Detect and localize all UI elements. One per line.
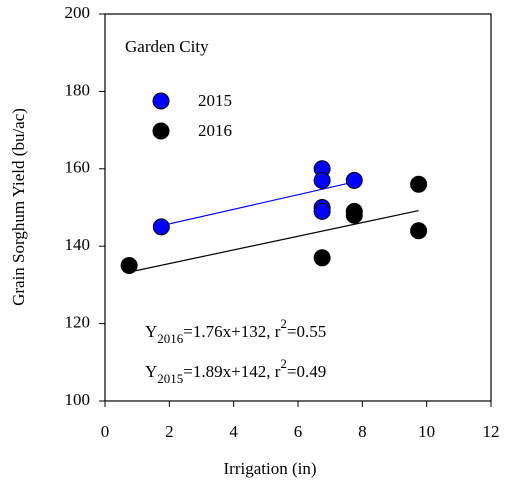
- annotation-part: 2: [280, 356, 287, 371]
- point: [120, 257, 138, 275]
- point: [410, 222, 428, 240]
- y-tick-label: 200: [65, 3, 91, 22]
- point: [345, 171, 363, 189]
- annotation-part: 2015: [157, 371, 183, 386]
- point: [345, 206, 363, 224]
- regression-annotation: Y2016=1.76x+132, r2=0.55: [145, 316, 326, 346]
- y-tick-label: 180: [65, 80, 91, 99]
- x-tick-label: 2: [165, 422, 174, 441]
- point: [313, 171, 331, 189]
- y-tick-label: 140: [65, 235, 91, 254]
- legend-marker: [152, 122, 170, 140]
- x-tick-label: 12: [483, 422, 500, 441]
- legend-label: 2016: [198, 121, 232, 140]
- annotation-part: =1.89x+142, r: [183, 362, 280, 381]
- x-axis-label: Irrigation (in): [224, 459, 317, 478]
- y-tick-label: 100: [65, 390, 91, 409]
- legend-marker: [152, 92, 170, 110]
- annotation-part: =0.49: [287, 362, 326, 381]
- x-tick-label: 4: [229, 422, 238, 441]
- fit-line: [161, 181, 355, 227]
- fit-line: [129, 210, 419, 273]
- legend-label: 2015: [198, 91, 232, 110]
- annotation-part: 2016: [157, 331, 184, 346]
- annotation-part: =1.76x+132, r: [183, 322, 280, 341]
- annotation-part: =0.55: [287, 322, 326, 341]
- x-tick-label: 10: [418, 422, 435, 441]
- annotation-part: 2: [280, 316, 287, 331]
- regression-annotation: Y2015=1.89x+142, r2=0.49: [145, 356, 326, 386]
- y-axis-label: Grain Sorghum Yield (bu/ac): [9, 108, 28, 306]
- x-tick-label: 8: [358, 422, 367, 441]
- point: [410, 175, 428, 193]
- point: [313, 249, 331, 267]
- x-tick-label: 6: [294, 422, 303, 441]
- x-tick-label: 0: [101, 422, 110, 441]
- annotation-part: Y: [145, 322, 157, 341]
- point: [152, 218, 170, 236]
- point: [313, 202, 331, 220]
- y-tick-label: 120: [65, 313, 91, 332]
- annotation-part: Y: [145, 362, 157, 381]
- y-tick-label: 160: [65, 158, 91, 177]
- legend-title: Garden City: [125, 37, 209, 56]
